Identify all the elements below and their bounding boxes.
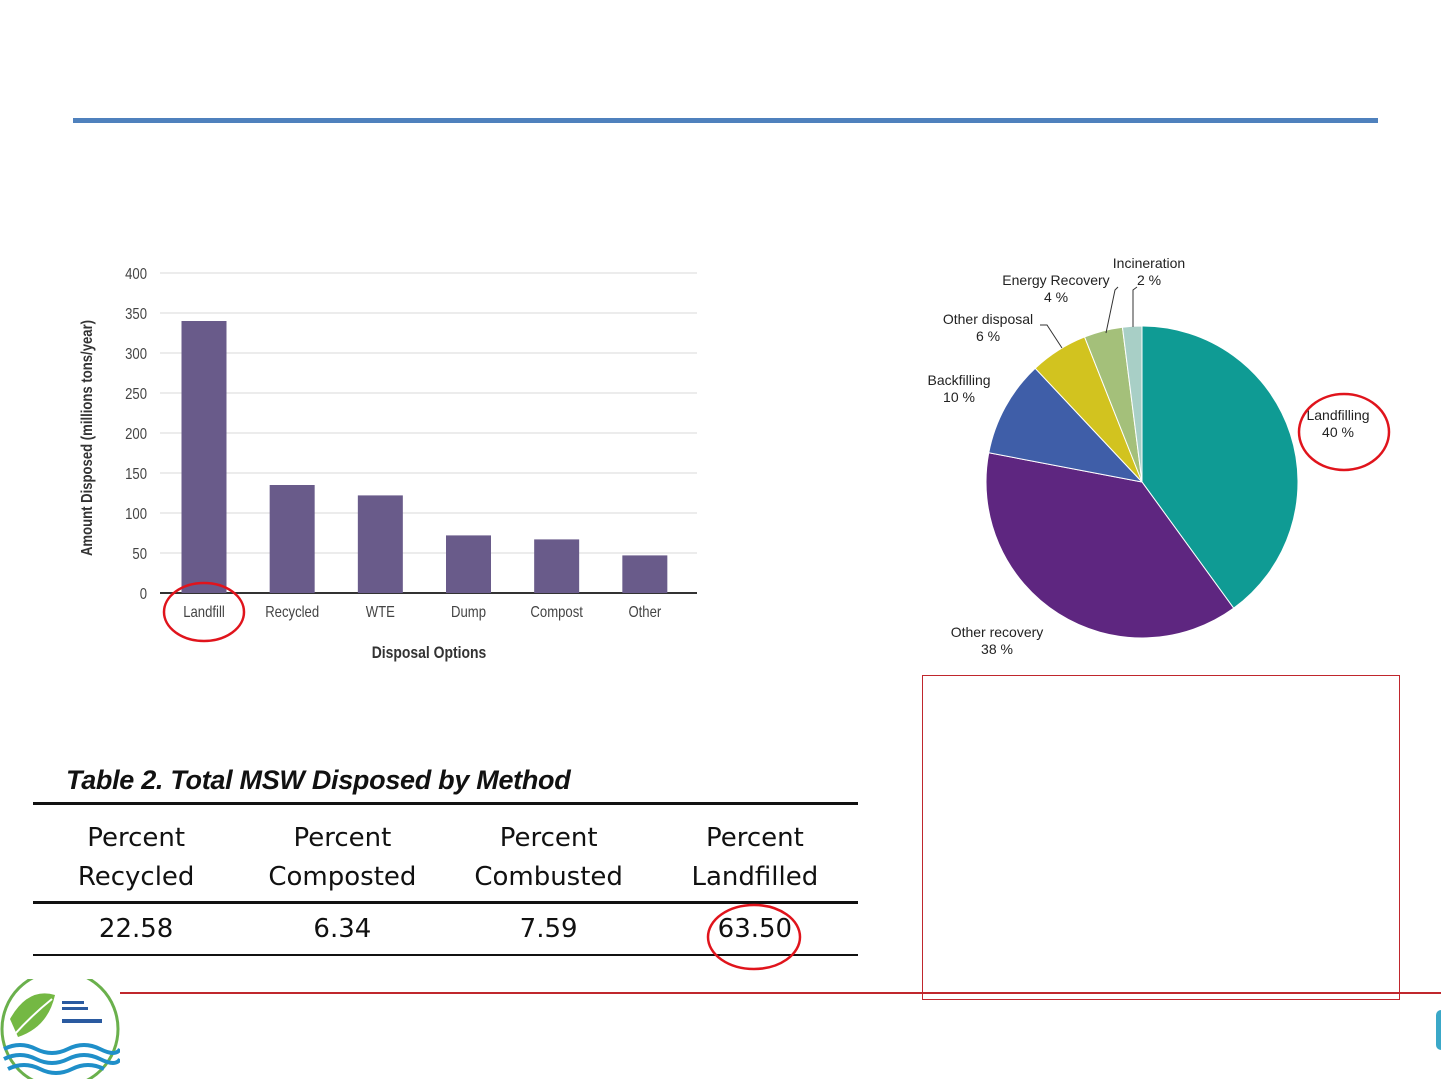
y-tick-label: 100 [125,506,147,523]
table-header-cell: Percent Composted [239,805,445,901]
y-tick-label: 200 [125,426,147,443]
leader-energy-recovery [1105,286,1119,334]
bar-landfill [181,321,227,593]
table-row: 22.58 6.34 7.59 63.50 [33,904,858,954]
pie-leader-lines [1040,286,1138,349]
table-cell: 7.59 [519,914,578,944]
header-line: Landfilled [691,862,819,892]
organization-logo [0,979,120,1079]
x-tick-label: Landfill [183,604,225,621]
table-header-rule [33,901,858,904]
bar-recycled [269,485,315,593]
table-header-row: Percent Recycled Percent Composted Perce… [33,805,858,901]
pie-label-backfilling: Backfilling [927,372,990,388]
bar-other [622,555,668,593]
bar-x-axis-label: Disposal Options [372,644,487,663]
y-tick-label: 50 [132,546,147,563]
table-top-rule [33,802,858,805]
header-line: Percent [705,823,804,853]
footer-divider [120,992,1441,994]
table-header-cell: Percent Recycled [33,805,239,901]
y-tick-label: 0 [140,586,147,603]
bar-series [181,321,668,593]
bar-wte [357,495,403,593]
y-tick-label: 300 [125,346,147,363]
bar-dump [446,535,491,593]
table-cell: 22.58 [98,914,174,944]
table-header-cell: Percent Combusted [446,805,652,901]
table-bottom-rule [33,954,858,956]
x-tick-label: Compost [530,604,582,621]
leader-incineration [1132,286,1138,327]
pie-slice-incineration [1121,325,1143,483]
pie-chart: Incineration 2 % Energy Recovery 4 % Oth… [927,255,1391,657]
table-title: Table 2. Total MSW Disposed by Method [66,765,571,795]
landfilling-highlight-circle [1297,392,1391,472]
pie-label-incineration: Incineration [1113,255,1185,271]
bar-x-ticks: Landfill Recycled WTE Dump Compost Other [183,604,661,621]
pie-slices [985,325,1299,639]
y-tick-label: 250 [125,386,147,403]
y-tick-label: 150 [125,466,147,483]
pie-slice-backfilling [988,367,1144,483]
table-header-cell: Percent Landfilled [652,805,858,901]
header-line: Combusted [474,862,623,892]
header-line: Percent [293,823,392,853]
pie-slice-landfilling [1141,325,1299,609]
landfilled-highlight-circle [706,903,802,971]
pie-value-other-recovery: 38 % [981,641,1013,657]
pie-value-energy-recovery: 4 % [1044,289,1068,305]
pie-label-energy-recovery: Energy Recovery [1002,272,1109,288]
pie-value-backfilling: 10 % [943,389,975,405]
x-tick-label: Other [628,604,661,621]
header-line: Recycled [77,862,195,892]
x-tick-label: WTE [366,604,395,621]
pie-label-other-recovery: Other recovery [951,624,1044,640]
msw-disposal-table: Table 2. Total MSW Disposed by Method Pe… [33,765,858,956]
bar-chart: 0 50 100 150 200 250 300 350 400 Landfill Recycle… [79,266,697,663]
bar-y-axis-label: Amount Disposed (millions tons/year) [79,320,96,556]
y-tick-label: 400 [125,266,147,283]
bar-gridlines [160,272,697,594]
pie-value-other-disposal: 6 % [976,328,1000,344]
x-tick-label: Recycled [265,604,319,621]
pie-slice-other-recovery [985,452,1235,639]
title-divider [73,118,1378,123]
pie-labels: Incineration 2 % Energy Recovery 4 % Oth… [927,255,1369,657]
pie-value-incineration: 2 % [1137,272,1161,288]
bar-y-ticks: 0 50 100 150 200 250 300 350 400 [125,266,147,603]
pie-label-other-disposal: Other disposal [943,311,1033,327]
empty-text-frame [922,675,1400,1000]
pie-label-landfilling: Landfilling [1306,407,1369,423]
bar-compost [534,539,580,593]
landfill-highlight-circle [162,581,246,643]
y-tick-label: 350 [125,306,147,323]
edge-logo-fragment [1436,1010,1441,1050]
leader-other-disposal [1040,324,1063,349]
header-line: Percent [499,823,598,853]
table-cell: 63.50 [717,914,793,944]
header-line: Percent [87,823,186,853]
table-cell: 6.34 [313,914,372,944]
x-tick-label: Dump [451,604,486,621]
header-line: Composted [268,862,417,892]
pie-value-landfilling: 40 % [1322,424,1354,440]
